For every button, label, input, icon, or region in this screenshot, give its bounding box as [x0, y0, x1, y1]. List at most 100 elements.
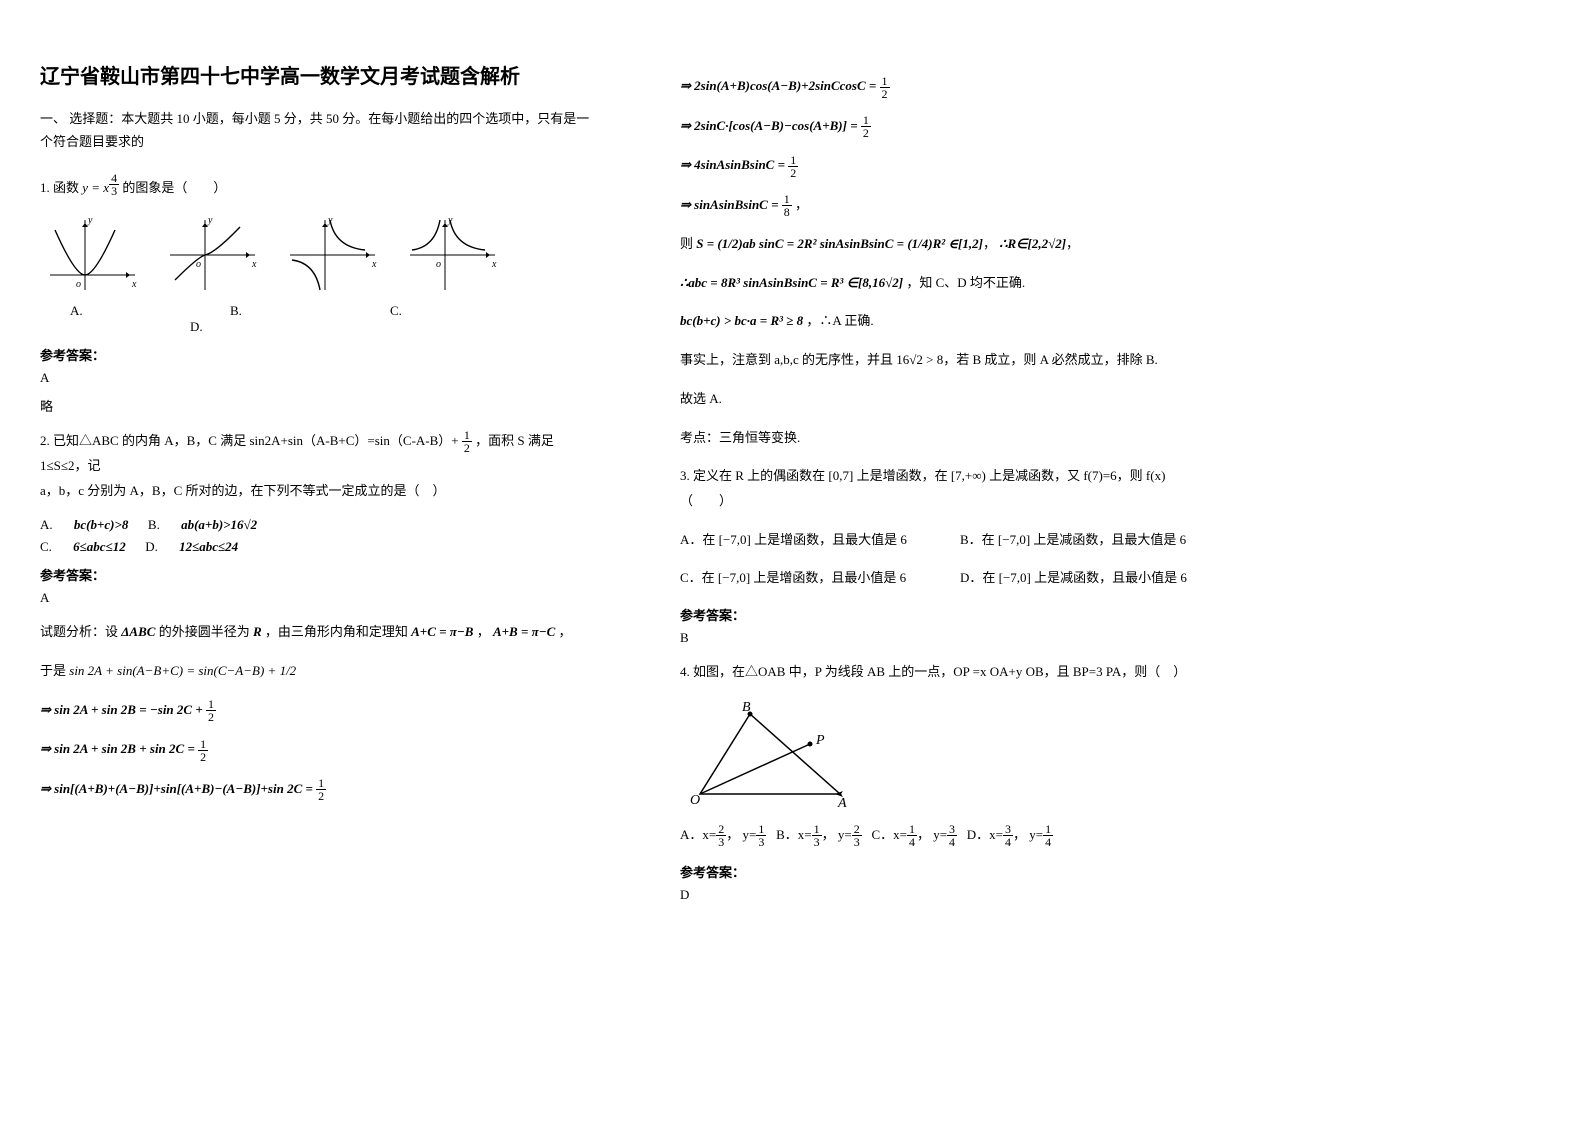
q4-label-B: B	[742, 700, 751, 715]
q4-opts: A．x=23， y=13 B．x=13， y=23 C．x=14， y=34 D…	[680, 823, 1240, 849]
q2-r4-frac: 18	[782, 193, 792, 218]
question-3: 3. 定义在 R 上的偶函数在 [0,7] 上是增函数，在 [7,+∞) 上是减…	[680, 464, 1240, 513]
right-column: ⇒ 2sin(A+B)cos(A−B)+2sinCcosC = 12 ⇒ 2si…	[660, 20, 1260, 953]
q2-triangle: ΔABC	[121, 624, 155, 639]
q2-r8: 事实上，注意到 a,b,c 的无序性，并且 16√2 > 8，若 B 成立，则 …	[680, 348, 1240, 373]
q1-func: y = x	[82, 180, 109, 195]
q2-r2: ⇒ 2sinC·[cos(A−B)−cos(A+B)] = 12	[680, 114, 1240, 140]
q2-l2-a: ⇒ sin 2A + sin 2B + sin 2C =	[40, 741, 195, 756]
q1-ans: A	[40, 370, 600, 386]
q2-r4-a: ⇒ sinAsinBsinC =	[680, 197, 779, 212]
q1-label-b: B.	[200, 303, 360, 319]
q2-l2-frac: 12	[198, 738, 208, 763]
q1-graphs: y x o y x o y x	[40, 215, 600, 295]
question-2: 2. 已知△ABC 的内角 A，B，C 满足 sin2A+sin（A-B+C）=…	[40, 429, 600, 504]
q2-ans-hdr: 参考答案：	[40, 565, 600, 584]
svg-text:o: o	[436, 259, 441, 270]
q2-r6-expr: ∴abc = 8R³ sinAsinBsinC = R³ ∈[8,16√2]	[680, 275, 903, 290]
q2-r2-a: ⇒ 2sinC·[cos(A−B)−cos(A+B)] =	[680, 118, 858, 133]
q3-ans-hdr: 参考答案：	[680, 605, 1240, 624]
q1-stem-prefix: 1. 函数	[40, 180, 79, 195]
q2-optC-l: C.	[40, 539, 52, 554]
graph-B: y x o	[160, 215, 260, 295]
q1-label-d: D.	[40, 319, 600, 335]
q2-l3-frac: 12	[316, 777, 326, 802]
q4-ans-hdr: 参考答案：	[680, 862, 1240, 881]
q2-r7-tail: ，∴A 正确.	[806, 313, 873, 328]
q2-exp-4: ，	[559, 624, 572, 639]
q4-figure: O A B P	[680, 699, 880, 809]
graph-C: y x	[280, 215, 380, 295]
q2-l1: ⇒ sin 2A + sin 2B = −sin 2C + 12	[40, 698, 600, 724]
q3-optC: C．在 [−7,0] 上是增函数，且最小值是 6	[680, 566, 960, 591]
left-column: 辽宁省鞍山市第四十七中学高一数学文月考试题含解析 一、 选择题：本大题共 10 …	[20, 20, 620, 953]
q2-exp-prefix: 试题分析：设	[40, 624, 118, 639]
q2-r3-a: ⇒ 4sinAsinBsinC =	[680, 157, 785, 172]
q2-opts-row1: A. bc(b+c)>8 B. ab(a+b)>16√2	[40, 517, 600, 533]
q2-r7: bc(b+c) > bc·a = R³ ≥ 8 ，∴A 正确.	[680, 309, 1240, 334]
q2-r1-frac: 12	[880, 75, 890, 100]
q2-optB: ab(a+b)>16√2	[181, 517, 257, 532]
q2-exp-2: ，由三角形内角和定理知	[265, 624, 408, 639]
page: 辽宁省鞍山市第四十七中学高一数学文月考试题含解析 一、 选择题：本大题共 10 …	[20, 20, 1587, 953]
q2-r1: ⇒ 2sin(A+B)cos(A−B)+2sinCcosC = 12	[680, 74, 1240, 100]
q2-optC: 6≤abc≤12	[73, 539, 126, 554]
q2-r9: 故选 A.	[680, 387, 1240, 412]
q2-p3: a，b，c 分别为 A，B，C 所对的边，在下列不等式一定成立的是（ ）	[40, 483, 446, 498]
q4-label-P: P	[815, 733, 825, 748]
q4-optA-pre: A．x=	[680, 827, 716, 842]
question-1: 1. 函数 y = x43 的图象是（ ）	[40, 172, 600, 201]
svg-text:x: x	[371, 259, 377, 270]
q2-l2: ⇒ sin 2A + sin 2B + sin 2C = 12	[40, 737, 600, 763]
q2-r5b: ∴R∈[2,2√2]	[999, 236, 1066, 251]
q2-ze: 则	[680, 236, 693, 251]
q2-l1-a: ⇒ sin 2A + sin 2B = −sin 2C +	[40, 702, 203, 717]
q2-l3-a: ⇒ sin[(A+B)+(A−B)]+sin[(A+B)−(A−B)]+sin …	[40, 781, 313, 796]
q2-R: R	[253, 624, 262, 639]
q4-optC-pre: C．x=	[871, 827, 907, 842]
q1-note: 略	[40, 396, 600, 415]
q2-l0: sin 2A + sin(A−B+C) = sin(C−A−B) + 1/2	[69, 663, 296, 678]
graph-A: y x o	[40, 215, 140, 295]
q2-yushi: 于是	[40, 663, 66, 678]
svg-text:y: y	[327, 215, 333, 226]
q1-opt-labels: A. B. C.	[40, 303, 520, 319]
q1-ans-hdr: 参考答案：	[40, 345, 600, 364]
q2-exp-1: 的外接圆半径为	[159, 624, 250, 639]
svg-text:x: x	[491, 259, 497, 270]
q2-exp-3: ，	[477, 624, 490, 639]
q2-l3: ⇒ sin[(A+B)+(A−B)]+sin[(A+B)−(A−B)]+sin …	[40, 777, 600, 803]
q2-ans: A	[40, 590, 600, 606]
q2-optD: 12≤abc≤24	[179, 539, 238, 554]
doc-title: 辽宁省鞍山市第四十七中学高一数学文月考试题含解析	[40, 60, 600, 89]
q2-r6: ∴abc = 8R³ sinAsinBsinC = R³ ∈[8,16√2] ，…	[680, 271, 1240, 296]
q2-l1-frac: 12	[206, 698, 216, 723]
q2-optD-l: D.	[145, 539, 158, 554]
q2-optA: bc(b+c)>8	[74, 517, 129, 532]
q2-id2: A+B = π−C	[493, 624, 555, 639]
svg-text:o: o	[76, 279, 81, 290]
q4-optB-pre: B．x=	[776, 827, 812, 842]
q2-explain: 试题分析：设 ΔABC 的外接圆半径为 R ，由三角形内角和定理知 A+C = …	[40, 620, 600, 645]
q2-frac: 12	[462, 429, 472, 454]
svg-text:y: y	[207, 215, 213, 226]
q2-r5-expr: S = (1/2)ab sinC = 2R² sinAsinBsinC = (1…	[696, 236, 983, 251]
q1-label-c: C.	[360, 303, 520, 319]
q2-r5: 则 S = (1/2)ab sinC = 2R² sinAsinBsinC = …	[680, 232, 1240, 257]
q3-p1: 3. 定义在 R 上的偶函数在 [0,7] 上是增函数，在 [7,+∞) 上是减…	[680, 468, 1165, 483]
q2-r6-tail: ，知 C、D 均不正确.	[906, 275, 1025, 290]
svg-text:x: x	[131, 279, 137, 290]
q2-opts-row2: C. 6≤abc≤12 D. 12≤abc≤24	[40, 539, 600, 555]
q2-optA-l: A.	[40, 517, 53, 532]
q2-r1-a: ⇒ 2sin(A+B)cos(A−B)+2sinCcosC =	[680, 78, 876, 93]
svg-text:x: x	[251, 259, 257, 270]
q1-stem-suffix: 的图象是（ ）	[122, 180, 226, 195]
question-4-stem: 4. 如图，在△OAB 中，P 为线段 AB 上的一点，OP =x OA+y O…	[680, 660, 1240, 685]
svg-text:y: y	[447, 215, 453, 226]
q3-optD: D．在 [−7,0] 上是减函数，且最小值是 6	[960, 566, 1240, 591]
q3-opts-row1: A．在 [−7,0] 上是增函数，且最大值是 6 B．在 [−7,0] 上是减函…	[680, 528, 1240, 553]
q2-p1: 2. 已知△ABC 的内角 A，B，C 满足 sin2A+sin（A-B+C）=…	[40, 433, 459, 448]
q2-r3: ⇒ 4sinAsinBsinC = 12	[680, 153, 1240, 179]
q3-optA: A．在 [−7,0] 上是增函数，且最大值是 6	[680, 528, 960, 553]
q2-r4: ⇒ sinAsinBsinC = 18 ，	[680, 193, 1240, 219]
